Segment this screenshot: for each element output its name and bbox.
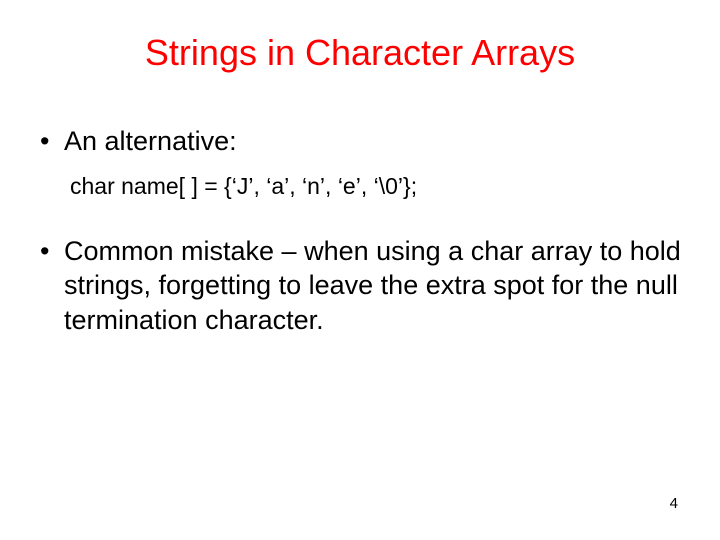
page-number: 4 — [670, 495, 678, 512]
bullet-item-2: Common mistake – when using a char array… — [36, 234, 684, 338]
bullet-list-2: Common mistake – when using a char array… — [36, 234, 684, 338]
bullet-list: An alternative: — [36, 124, 684, 159]
code-example: char name[ ] = {‘J’, ‘a’, ‘n’, ‘e’, ‘\0’… — [36, 173, 684, 200]
bullet-item-1: An alternative: — [36, 124, 684, 159]
slide-container: Strings in Character Arrays An alternati… — [0, 0, 720, 540]
slide-title: Strings in Character Arrays — [36, 32, 684, 74]
